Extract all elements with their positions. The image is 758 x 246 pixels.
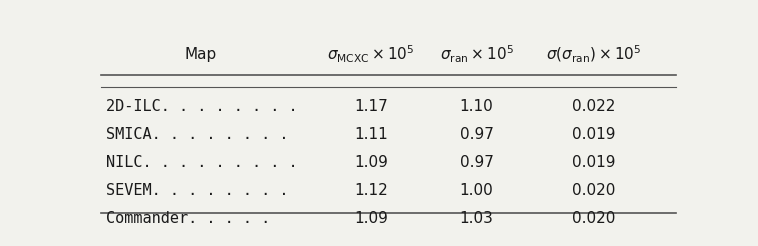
Text: 0.020: 0.020 bbox=[572, 183, 615, 198]
Text: 0.020: 0.020 bbox=[572, 211, 615, 226]
Text: $\sigma(\sigma_{\mathrm{ran}}) \times 10^5$: $\sigma(\sigma_{\mathrm{ran}}) \times 10… bbox=[547, 44, 642, 65]
Text: SMICA. . . . . . . .: SMICA. . . . . . . . bbox=[106, 127, 289, 142]
Text: $\sigma_{\mathrm{MCXC}} \times 10^5$: $\sigma_{\mathrm{MCXC}} \times 10^5$ bbox=[327, 44, 415, 65]
Text: 2D-ILC. . . . . . . .: 2D-ILC. . . . . . . . bbox=[106, 99, 298, 114]
Text: 1.00: 1.00 bbox=[459, 183, 493, 198]
Text: 0.019: 0.019 bbox=[572, 127, 615, 142]
Text: 1.11: 1.11 bbox=[354, 127, 388, 142]
Text: 1.17: 1.17 bbox=[354, 99, 388, 114]
Text: 0.019: 0.019 bbox=[572, 155, 615, 170]
Text: 1.09: 1.09 bbox=[354, 155, 388, 170]
Text: Map: Map bbox=[184, 47, 217, 62]
Text: 0.97: 0.97 bbox=[459, 127, 493, 142]
Text: SEVEM. . . . . . . .: SEVEM. . . . . . . . bbox=[106, 183, 289, 198]
Text: 1.12: 1.12 bbox=[354, 183, 388, 198]
Text: 0.97: 0.97 bbox=[459, 155, 493, 170]
Text: $\sigma_{\mathrm{ran}} \times 10^5$: $\sigma_{\mathrm{ran}} \times 10^5$ bbox=[440, 44, 513, 65]
Text: 1.03: 1.03 bbox=[459, 211, 493, 226]
Text: NILC. . . . . . . . .: NILC. . . . . . . . . bbox=[106, 155, 298, 170]
Text: 1.10: 1.10 bbox=[459, 99, 493, 114]
Text: 1.09: 1.09 bbox=[354, 211, 388, 226]
Text: Commander. . . . .: Commander. . . . . bbox=[106, 211, 271, 226]
Text: 0.022: 0.022 bbox=[572, 99, 615, 114]
